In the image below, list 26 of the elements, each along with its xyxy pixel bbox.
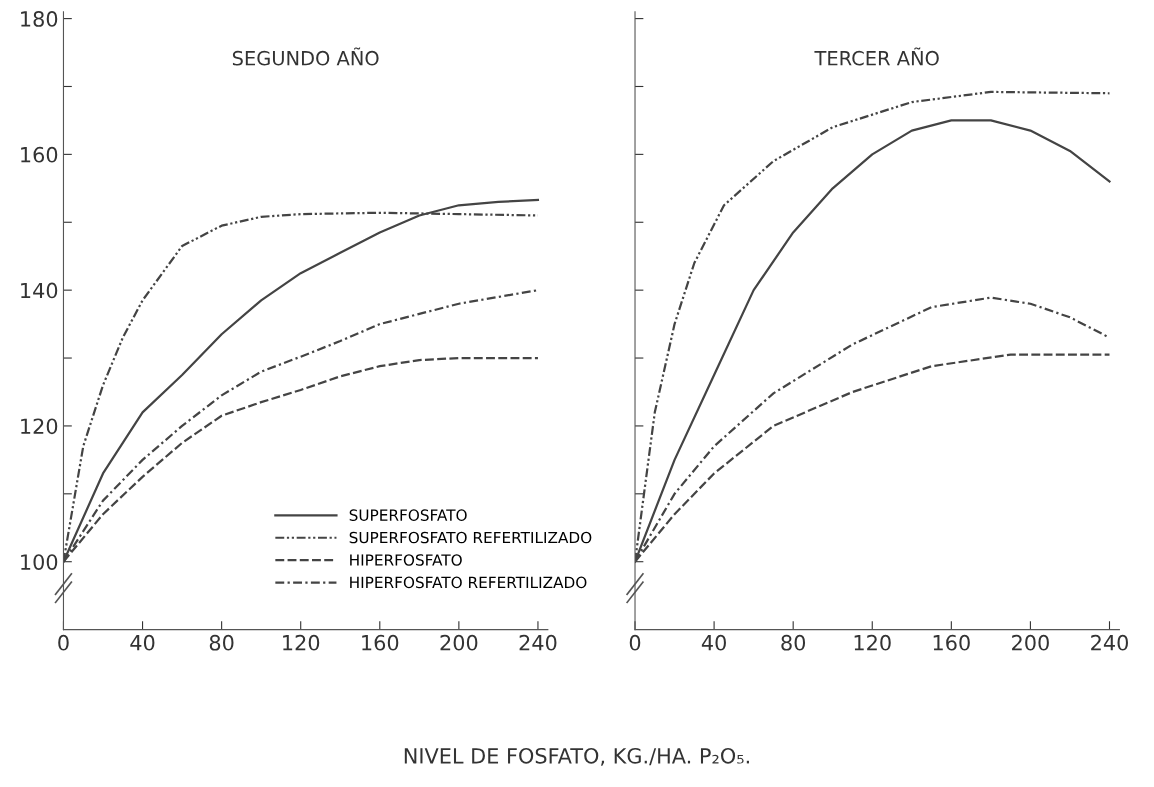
x-tick-label: 0 [629, 634, 641, 651]
x-tick-label: 40 [130, 634, 155, 651]
legend-label: HIPERFOSFATO REFERTILIZADO [350, 576, 587, 589]
legend-label: SUPERFOSFATO [349, 509, 467, 521]
x-tick-label: 240 [1091, 634, 1128, 651]
x-tick-label: 40 [701, 634, 726, 651]
y-tick-label: 140 [21, 282, 58, 299]
y-tick-label: 160 [21, 146, 58, 163]
legend-label: HIPERFOSFATO [350, 554, 462, 566]
x-tick-label: 200 [440, 634, 478, 651]
x-tick-label: 120 [854, 634, 891, 651]
x-tick-label: 80 [781, 634, 806, 651]
x-axis-title: NIVEL DE FOSFATO, KG./HA. P₂O₅. [404, 747, 749, 766]
text: SEGUNDO AÑO [232, 47, 379, 66]
x-tick-label: 160 [362, 634, 399, 651]
x-tick-label: 80 [209, 634, 234, 651]
x-tick-label: 120 [283, 634, 320, 651]
text: TERCER AÑO [814, 47, 939, 66]
y-tick-label: 120 [21, 418, 58, 435]
legend-label: SUPERFOSFATO REFERTILIZADO [349, 531, 592, 544]
x-tick-label: 240 [519, 634, 557, 651]
x-tick-label: 0 [58, 634, 69, 651]
x-tick-label: 160 [933, 634, 970, 651]
y-tick-label: 100 [21, 554, 58, 570]
y-tick-label: 180 [21, 11, 58, 27]
x-tick-label: 200 [1012, 634, 1049, 651]
